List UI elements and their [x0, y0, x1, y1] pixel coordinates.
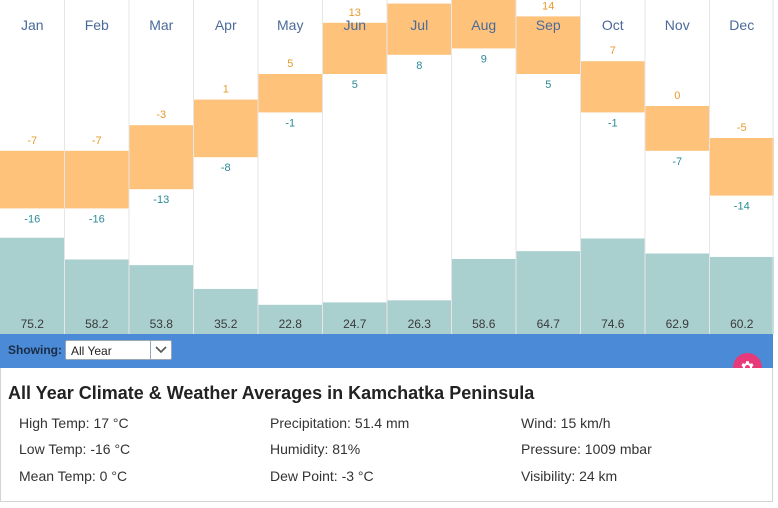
low-temp-label: 5 [545, 79, 551, 91]
precip-label: 64.7 [537, 317, 561, 331]
visibility-stat: Visibility: 24 km [521, 468, 618, 484]
low-temp-label: -8 [221, 162, 231, 174]
month-label: Nov [665, 17, 690, 33]
high-temp-label: -5 [737, 122, 747, 134]
pressure-stat: Pressure: 1009 mbar [521, 441, 652, 457]
low-temp-stat: Low Temp: -16 °C [19, 441, 131, 457]
precip-label: 62.9 [666, 317, 690, 331]
precip-label: 74.6 [601, 317, 625, 331]
month-label: Aug [471, 17, 496, 33]
month-label: Feb [85, 17, 109, 33]
precip-label: 35.2 [214, 317, 238, 331]
temp-range-bar [580, 61, 645, 113]
month-label: Sep [536, 17, 561, 33]
precip-label: 26.3 [408, 317, 432, 331]
climate-chart: Jan -7 -16 75.2 Feb -7 -16 58.2 Mar -3 -13 53.8 Apr 1… [0, 0, 774, 334]
precip-bar [451, 258, 516, 334]
precip-bar [64, 259, 129, 334]
month-label: Jul [410, 17, 428, 33]
month-label: Dec [729, 17, 754, 33]
high-temp-stat: High Temp: 17 °C [19, 415, 129, 431]
temp-range-bar [129, 125, 194, 190]
month-label: Apr [215, 17, 237, 33]
month-label: Jun [343, 17, 366, 33]
temp-range-bar [258, 74, 323, 113]
high-temp-label: 1 [223, 84, 229, 96]
wind-stat: Wind: 15 km/h [521, 415, 611, 431]
temp-range-bar [193, 99, 258, 158]
period-select-value: All Year [71, 344, 112, 358]
temp-range-bar [451, 0, 516, 49]
high-temp-label: 0 [674, 90, 680, 102]
month-label: May [277, 17, 303, 33]
precip-label: 22.8 [279, 317, 303, 331]
low-temp-label: -16 [24, 213, 40, 225]
temp-range-bar [709, 138, 774, 196]
precip-bar [258, 304, 323, 334]
precip-bar [645, 253, 710, 334]
precip-bar [129, 265, 194, 334]
summary-title: All Year Climate & Weather Averages in K… [8, 383, 535, 403]
chevron-down-icon[interactable] [150, 341, 171, 359]
low-temp-label: 5 [352, 79, 358, 91]
filter-bar: Showing: All Year [0, 334, 773, 368]
high-temp-label: -7 [92, 135, 102, 147]
precip-label: 60.2 [730, 317, 754, 331]
precip-label: 53.8 [150, 317, 174, 331]
precip-bar [709, 256, 774, 334]
low-temp-label: -1 [608, 117, 618, 129]
precip-bar [0, 237, 65, 334]
summary-panel: All Year Climate & Weather Averages in K… [0, 368, 773, 502]
precip-bar [193, 288, 258, 334]
high-temp-label: -7 [27, 135, 37, 147]
low-temp-label: -13 [153, 194, 169, 206]
high-temp-label: 7 [610, 45, 616, 57]
low-temp-label: 9 [481, 53, 487, 65]
temp-range-bar [387, 3, 452, 55]
precip-label: 58.2 [85, 317, 109, 331]
precip-label: 24.7 [343, 317, 367, 331]
month-label: Jan [21, 17, 44, 33]
high-temp-label: 13 [349, 7, 361, 19]
temp-range-bar [0, 150, 65, 209]
high-temp-label: 14 [542, 0, 554, 12]
precip-label: 58.6 [472, 317, 496, 331]
high-temp-label: 5 [287, 58, 293, 70]
low-temp-label: -7 [672, 156, 682, 168]
showing-label: Showing: [8, 343, 62, 357]
humidity-stat: Humidity: 81% [270, 441, 361, 457]
precip-label: 75.2 [21, 317, 45, 331]
temp-range-bar [516, 16, 581, 74]
low-temp-label: 8 [416, 60, 422, 72]
month-label: Mar [149, 17, 173, 33]
precipitation-stat: Precipitation: 51.4 mm [270, 415, 410, 431]
low-temp-label: -1 [285, 117, 295, 129]
temp-range-bar [64, 150, 129, 209]
dew-point-stat: Dew Point: -3 °C [270, 468, 374, 484]
temp-range-bar [322, 22, 387, 74]
precip-bar [516, 251, 581, 334]
temp-range-bar [645, 106, 710, 151]
precip-bar [580, 238, 645, 334]
period-select[interactable]: All Year [65, 340, 172, 360]
mean-temp-stat: Mean Temp: 0 °C [19, 468, 128, 484]
low-temp-label: -14 [734, 201, 750, 213]
low-temp-label: -16 [89, 213, 105, 225]
precip-bar [322, 302, 387, 334]
precip-bar [387, 300, 452, 334]
high-temp-label: -3 [156, 109, 166, 121]
month-label: Oct [602, 17, 624, 33]
